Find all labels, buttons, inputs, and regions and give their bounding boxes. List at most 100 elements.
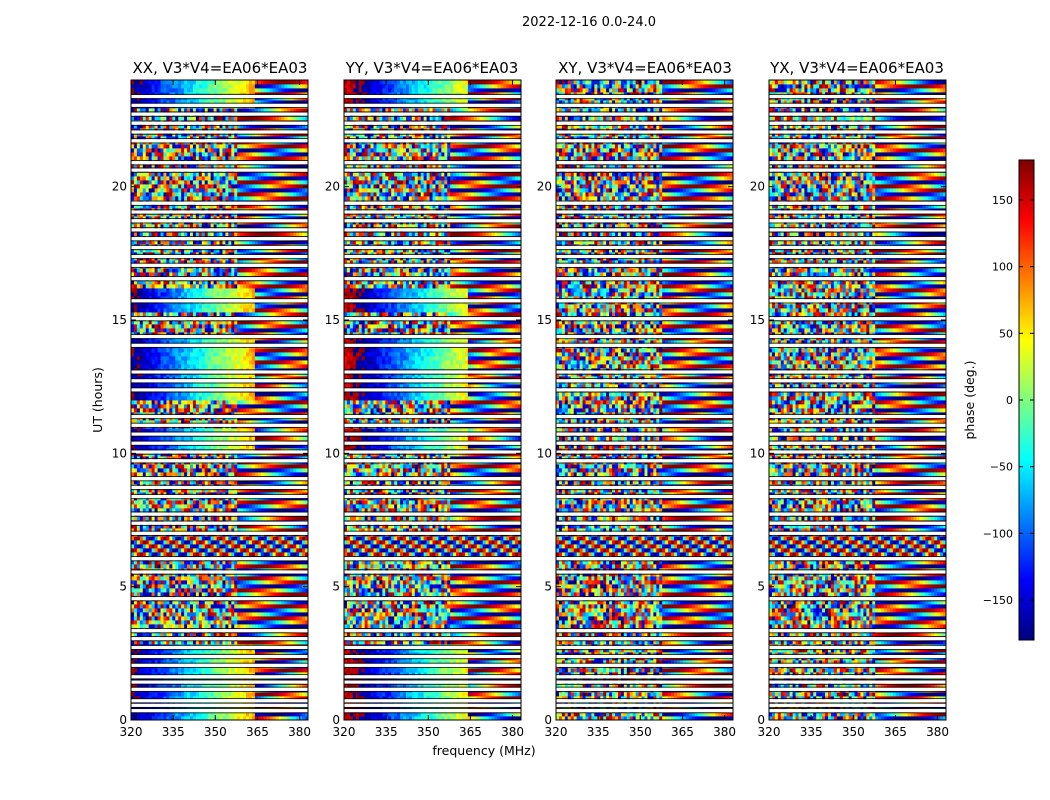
heatmap-cell: [151, 624, 155, 629]
heatmap-cell: [151, 448, 155, 453]
heatmap-cell: [281, 560, 285, 565]
heatmap-cell: [148, 396, 153, 401]
heatmap-cell: [178, 468, 182, 473]
heatmap-cell: [157, 396, 161, 401]
heatmap-cell: [154, 396, 158, 401]
heatmap-cell: [278, 668, 282, 673]
heatmap-cell: [157, 384, 161, 389]
heatmap-cell: [287, 608, 291, 613]
heatmap-cell: [249, 640, 253, 645]
heatmap-cell: [178, 516, 182, 521]
heatmap-cell: [269, 488, 273, 493]
heatmap-cell: [195, 668, 200, 673]
heatmap-cell: [207, 604, 212, 609]
heatmap-cell: [216, 640, 220, 645]
heatmap-cell: [263, 548, 268, 553]
heatmap-cell: [249, 548, 253, 553]
heatmap-cell: [145, 400, 150, 405]
heatmap-cell: [296, 548, 300, 553]
heatmap-cell: [178, 632, 182, 637]
heatmap-cell: [234, 692, 238, 697]
heatmap-cell: [246, 548, 250, 553]
heatmap-cell: [190, 660, 194, 665]
heatmap-cell: [231, 540, 235, 545]
heatmap-cell: [290, 716, 294, 720]
heatmap-cell: [284, 648, 288, 653]
heatmap-cell: [172, 648, 176, 653]
heatmap-cell: [204, 504, 209, 509]
heatmap-cell: [166, 584, 170, 589]
heatmap-cell: [284, 416, 288, 421]
heatmap-cell: [195, 684, 200, 689]
heatmap-cell: [234, 420, 238, 425]
heatmap-cell: [175, 528, 179, 533]
heatmap-cell: [187, 616, 191, 621]
heatmap-cell: [181, 656, 185, 661]
heatmap-cell: [190, 692, 194, 697]
heatmap-cell: [225, 660, 229, 665]
heatmap-cell: [228, 428, 232, 433]
heatmap-cell: [296, 468, 300, 473]
heatmap-cell: [172, 564, 176, 569]
heatmap-cell: [136, 668, 141, 673]
heatmap-cell: [204, 580, 209, 585]
heatmap-cell: [160, 564, 164, 569]
heatmap-cell: [222, 496, 226, 501]
heatmap-cell: [201, 524, 206, 529]
heatmap-cell: [249, 480, 253, 485]
heatmap-cell: [225, 416, 229, 421]
heatmap-cell: [172, 544, 176, 549]
heatmap-cell: [207, 500, 212, 505]
heatmap-cell: [195, 568, 200, 573]
heatmap-cell: [131, 480, 135, 485]
heatmap-cell: [287, 560, 291, 565]
heatmap-cell: [184, 564, 188, 569]
heatmap-cell: [160, 640, 164, 645]
heatmap-cell: [213, 560, 217, 565]
heatmap-cell: [192, 624, 197, 629]
heatmap-cell: [251, 400, 256, 405]
heatmap-cell: [275, 660, 279, 665]
heatmap-cell: [240, 568, 244, 573]
heatmap-cell: [187, 400, 191, 405]
heatmap-cell: [293, 480, 297, 485]
heatmap-cell: [302, 580, 306, 585]
panel-title: XX, V3*V4=EA06*EA03: [133, 59, 308, 77]
heatmap-cell: [133, 648, 138, 653]
heatmap-cell: [272, 416, 276, 421]
heatmap-cell: [269, 436, 273, 441]
heatmap-cell: [142, 568, 147, 573]
heatmap-cell: [237, 404, 241, 409]
heatmap-cell: [237, 552, 241, 557]
heatmap-cell: [293, 588, 297, 593]
heatmap-cell: [148, 392, 153, 397]
heatmap-cell: [225, 404, 229, 409]
heatmap-cell: [166, 592, 170, 597]
heatmap-cell: [175, 668, 179, 673]
heatmap-cell: [243, 416, 247, 421]
heatmap-cell: [260, 640, 265, 645]
heatmap-cell: [192, 536, 197, 541]
heatmap-cell: [249, 428, 253, 433]
heatmap-cell: [254, 604, 259, 609]
heatmap-cell: [272, 624, 276, 629]
heatmap-cell: [204, 716, 209, 720]
heatmap-cell: [275, 584, 279, 589]
heatmap-cell: [145, 428, 150, 433]
heatmap-cell: [251, 548, 256, 553]
heatmap-cell: [145, 564, 150, 569]
heatmap-cell: [192, 576, 197, 581]
heatmap-cell: [133, 616, 138, 621]
heatmap-cell: [254, 488, 259, 493]
heatmap-cell: [281, 660, 285, 665]
heatmap-cell: [175, 480, 179, 485]
heatmap-cell: [290, 548, 294, 553]
heatmap-cell: [151, 472, 155, 477]
heatmap-cell: [216, 480, 220, 485]
heatmap-cell: [178, 428, 182, 433]
heatmap-cell: [139, 536, 144, 541]
heatmap-cell: [216, 588, 220, 593]
heatmap-cell: [210, 588, 214, 593]
heatmap-cell: [254, 500, 259, 505]
heatmap-cell: [166, 712, 170, 717]
